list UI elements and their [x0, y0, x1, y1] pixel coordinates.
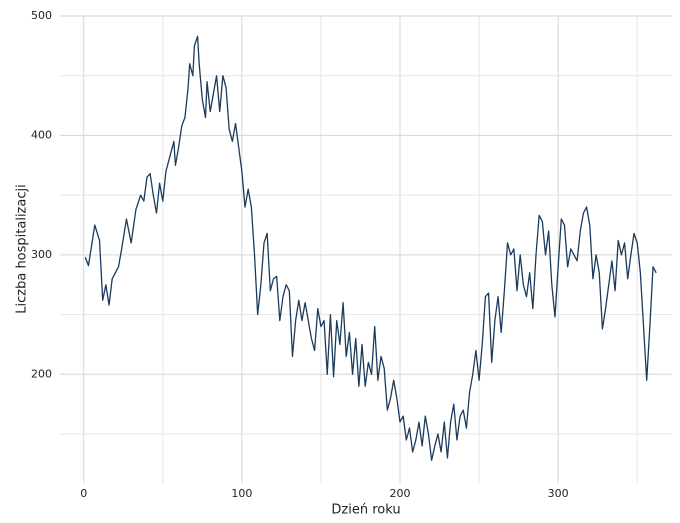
x-tick-label: 100 — [231, 487, 252, 500]
x-tick-label: 0 — [80, 487, 87, 500]
x-axis-label: Dzień roku — [331, 503, 400, 518]
y-axis-label: Liczba hospitalizacji — [15, 184, 30, 313]
y-tick-label: 200 — [31, 367, 52, 380]
y-tick-label: 500 — [31, 9, 52, 22]
x-tick-label: 200 — [390, 487, 411, 500]
data-line — [84, 35, 657, 461]
x-tick-label: 300 — [548, 487, 569, 500]
y-tick-label: 300 — [31, 248, 52, 261]
y-tick-label: 400 — [31, 128, 52, 141]
